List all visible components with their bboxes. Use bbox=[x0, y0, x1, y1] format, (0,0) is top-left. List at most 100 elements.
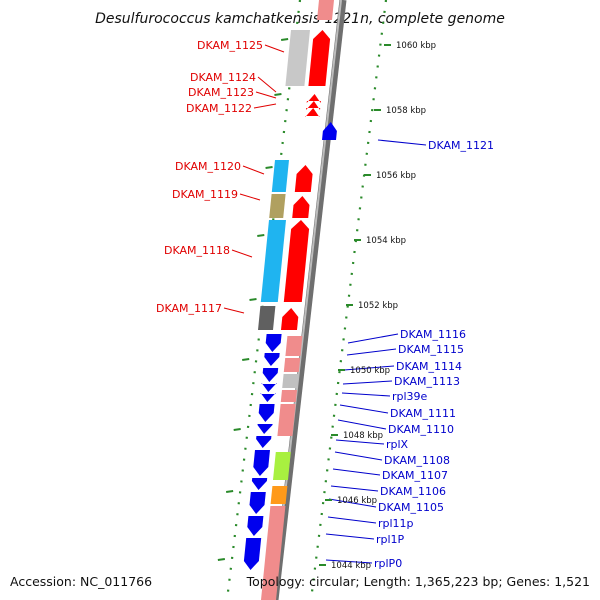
reverse-gene-label: DKAM_1113 bbox=[394, 375, 460, 388]
guide-dash bbox=[265, 166, 273, 169]
reverse-gene-2 bbox=[262, 368, 279, 382]
reverse-gene-label: DKAM_1110 bbox=[388, 423, 454, 436]
gene-dkam-1118 bbox=[283, 220, 310, 302]
reverse-label-leader bbox=[334, 451, 383, 461]
forward-gene-label: DKAM_1123 bbox=[188, 86, 254, 99]
accession-text: Accession: NC_011766 bbox=[10, 574, 152, 589]
map-title: Desulfurococcus kamchatkensis 1221n, com… bbox=[95, 11, 505, 27]
guide-dash bbox=[233, 428, 241, 431]
forward-label-leader bbox=[223, 307, 245, 314]
gene-dkam-1117-outer bbox=[258, 306, 276, 330]
guide-dash bbox=[242, 358, 250, 361]
track-pink-1 bbox=[285, 336, 303, 356]
genome-summary-text: Topology: circular; Length: 1,365,223 bp… bbox=[246, 574, 590, 589]
guide-dash bbox=[225, 490, 234, 493]
reverse-gene-8 bbox=[253, 450, 270, 476]
guide-dash bbox=[274, 93, 282, 96]
forward-label-leader bbox=[253, 103, 277, 109]
reverse-gene-label: DKAM_1106 bbox=[380, 485, 446, 498]
forward-gene-label: DKAM_1124 bbox=[190, 71, 256, 84]
gene-dkam-1122 bbox=[305, 108, 320, 117]
reverse-gene-label: rpl1P bbox=[376, 533, 405, 546]
forward-gene-label: DKAM_1122 bbox=[186, 102, 252, 115]
scale-tick-label: 1058 kbp bbox=[386, 106, 426, 116]
gene-dkam-1120-outer bbox=[271, 160, 289, 192]
reverse-label-leader bbox=[341, 392, 391, 397]
reverse-label-leader bbox=[343, 365, 395, 371]
reverse-label-leader bbox=[347, 333, 399, 344]
guide-line bbox=[225, 0, 302, 600]
reverse-gene-label: rpl39e bbox=[392, 390, 428, 403]
scale-tick-label: 1046 kbp bbox=[337, 496, 377, 506]
track-green-1 bbox=[273, 452, 291, 480]
scale-ticks: 1060 kbp 1058 kbp 1056 kbp 1054 kbp 1052 kbp… bbox=[319, 41, 436, 571]
scale-tick-label: 1052 kbp bbox=[358, 301, 398, 311]
reverse-gene-12 bbox=[243, 538, 262, 570]
reverse-label-leader bbox=[339, 404, 389, 414]
reverse-gene-label: rplP0 bbox=[374, 557, 402, 570]
scale-tick-label: 1050 kbp bbox=[350, 366, 390, 376]
forward-gene-label: DKAM_1125 bbox=[197, 39, 263, 52]
guide-dash bbox=[280, 38, 289, 41]
reverse-label-leader bbox=[337, 419, 387, 430]
track-pink-top bbox=[317, 0, 334, 20]
reverse-gene-label: DKAM_1105 bbox=[378, 501, 444, 514]
reverse-gene-label: DKAM_1121 bbox=[428, 139, 494, 152]
scale-tick-label: 1060 kbp bbox=[396, 41, 436, 51]
reverse-label-leader bbox=[325, 559, 373, 564]
gene-tracks bbox=[243, 0, 337, 600]
reverse-gene-7 bbox=[256, 436, 272, 448]
scale-tick-label: 1044 kbp bbox=[331, 561, 371, 571]
reverse-gene-3 bbox=[261, 383, 277, 392]
track-pink-4 bbox=[277, 404, 296, 436]
reverse-label-leader bbox=[328, 498, 377, 508]
track-pink-5 bbox=[261, 506, 286, 600]
forward-label-leader bbox=[255, 91, 277, 99]
reverse-gene-label: rpl11p bbox=[378, 517, 414, 530]
backbone-line bbox=[271, 0, 347, 600]
reverse-gene-label: DKAM_1111 bbox=[390, 407, 456, 420]
gene-dkam-1121 bbox=[322, 122, 337, 140]
forward-gene-label: DKAM_1120 bbox=[175, 160, 241, 173]
gene-dkam-1118-outer bbox=[260, 220, 286, 302]
coordinate-guides bbox=[217, 0, 388, 600]
reverse-label-leader bbox=[330, 485, 379, 492]
reverse-gene-11 bbox=[247, 516, 264, 536]
reverse-gene-label: DKAM_1114 bbox=[396, 360, 462, 373]
track-pink-2 bbox=[283, 358, 301, 372]
forward-label-leader bbox=[264, 44, 285, 53]
reverse-gene-4 bbox=[260, 393, 276, 402]
forward-gene-label: DKAM_1117 bbox=[156, 302, 222, 315]
reverse-gene-label: DKAM_1107 bbox=[382, 469, 448, 482]
scale-tick-label: 1056 kbp bbox=[376, 171, 416, 181]
reverse-gene-label: rplX bbox=[386, 438, 409, 451]
scale-tick-label: 1048 kbp bbox=[343, 431, 383, 441]
reverse-gene-label: DKAM_1116 bbox=[400, 328, 466, 341]
scale-tick-label: 1054 kbp bbox=[366, 236, 406, 246]
reverse-label-leader bbox=[325, 533, 375, 540]
gene-dkam-1119 bbox=[292, 196, 310, 218]
gene-dkam-1124 bbox=[306, 94, 321, 103]
track-grey-1 bbox=[282, 374, 299, 388]
guide-dash bbox=[217, 558, 226, 561]
guide-dash bbox=[257, 234, 265, 237]
guide-line bbox=[309, 0, 388, 600]
reverse-label-leader bbox=[332, 468, 381, 476]
gene-labels: DKAM_1125 DKAM_1124 DKAM_1123 DKAM_1122 DKAM… bbox=[156, 39, 494, 570]
forward-gene-label: DKAM_1119 bbox=[172, 188, 238, 201]
gene-dkam-1119-outer bbox=[269, 194, 286, 218]
reverse-label-leader bbox=[327, 516, 377, 524]
reverse-gene-1 bbox=[264, 353, 280, 366]
reverse-label-leader bbox=[342, 380, 393, 385]
track-orange-1 bbox=[270, 486, 288, 504]
forward-label-leader bbox=[257, 76, 277, 93]
guide-dash bbox=[249, 298, 257, 301]
gene-dkam-1117 bbox=[281, 308, 299, 330]
gene-dkam-1123 bbox=[306, 101, 321, 110]
reverse-gene-6 bbox=[257, 424, 273, 434]
reverse-label-leader bbox=[346, 348, 397, 356]
forward-label-leader bbox=[239, 193, 261, 201]
forward-label-leader bbox=[242, 165, 265, 175]
